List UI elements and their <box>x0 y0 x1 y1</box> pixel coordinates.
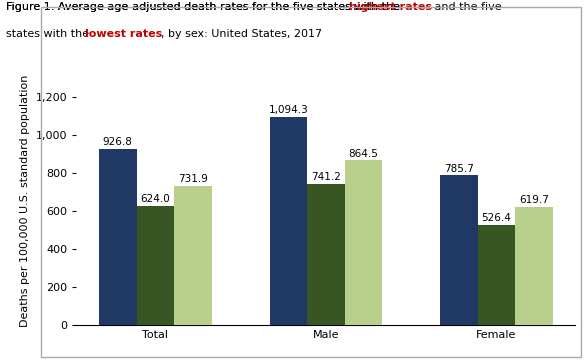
Text: 731.9: 731.9 <box>178 174 208 184</box>
Text: Figure 1. Average age-adjusted death rates for the five states with the: Figure 1. Average age-adjusted death rat… <box>6 2 403 12</box>
Text: 624.0: 624.0 <box>140 194 170 204</box>
Text: Figure 1. Average age-adjusted death rates for the five states with the: Figure 1. Average age-adjusted death rat… <box>6 2 403 12</box>
Bar <box>269 117 307 325</box>
Bar <box>345 160 382 325</box>
Bar <box>515 207 552 325</box>
Text: , by sex: United States, 2017: , by sex: United States, 2017 <box>161 29 322 39</box>
Bar <box>307 184 345 325</box>
Bar <box>440 175 478 325</box>
Bar <box>99 149 137 325</box>
Y-axis label: Deaths per 100,000 U.S. standard population: Deaths per 100,000 U.S. standard populat… <box>20 75 30 327</box>
Text: states with the: states with the <box>6 29 93 39</box>
Text: 864.5: 864.5 <box>348 149 378 158</box>
Text: highest rates: highest rates <box>349 2 432 12</box>
Bar <box>137 206 174 325</box>
Text: 741.2: 741.2 <box>311 172 340 182</box>
Text: 785.7: 785.7 <box>444 164 474 174</box>
Bar <box>478 225 515 325</box>
Text: and the five: and the five <box>431 2 502 12</box>
Text: 1,094.3: 1,094.3 <box>268 105 308 115</box>
Text: 619.7: 619.7 <box>519 195 549 205</box>
Text: 926.8: 926.8 <box>103 137 133 147</box>
Text: 526.4: 526.4 <box>481 213 511 223</box>
Text: lowest rates: lowest rates <box>85 29 163 39</box>
Bar <box>174 186 211 325</box>
